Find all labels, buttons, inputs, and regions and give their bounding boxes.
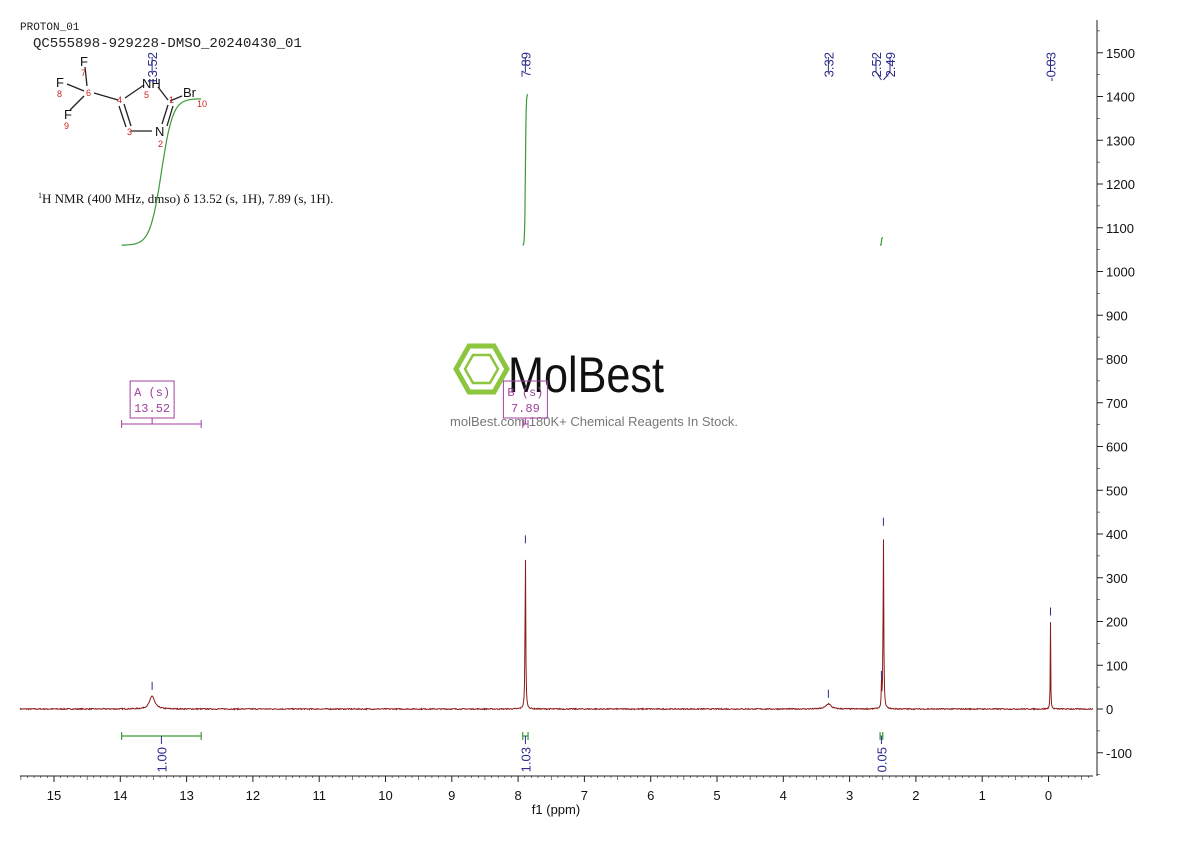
spectrum-trace [19,539,1094,711]
benzene-logo-icon [453,343,510,395]
y-tick-label: 100 [1106,658,1128,673]
atom-nh-number: 5 [144,90,149,100]
peak-label-connector [875,71,882,81]
integral-value: 0.05 [874,747,889,772]
x-tick-label: 15 [47,788,61,803]
y-tick-label: 1400 [1106,90,1135,105]
x-tick-label: 2 [912,788,919,803]
atom-f8: F [56,75,64,90]
x-tick-label: 1 [979,788,986,803]
atom-f7-number: 7 [81,68,86,78]
integral-value: 1.03 [518,747,533,772]
x-tick-label: 8 [514,788,521,803]
atom-c4-number: 4 [117,95,122,105]
atom-c3-number: 3 [127,127,132,137]
y-tick-label: -100 [1106,746,1132,761]
peak-label: 13.52 [145,52,160,85]
multiplet-label: B (s) [507,386,543,400]
atom-f9: F [64,107,72,122]
y-tick-label: 600 [1106,440,1128,455]
atom-c1-number: 1 [169,95,174,105]
peak-label: -0.03 [1043,52,1058,82]
multiplet-shift: 7.89 [511,402,540,416]
atom-br-number: 10 [197,99,207,109]
peak-label: 7.89 [518,52,533,77]
x-tick-label: 13 [179,788,193,803]
y-tick-label: 1100 [1106,221,1134,236]
watermark-brand: MolBest [508,347,664,403]
y-tick-label: 300 [1106,571,1128,586]
y-tick-label: 400 [1106,527,1128,542]
y-tick-label: 0 [1106,702,1113,717]
atom-f7: F [80,54,88,69]
integral-value: 1.00 [154,747,169,772]
peak-label: 3.32 [821,52,836,77]
chemical-structure: F 7 F 8 F 9 6 4 NH 5 1 Br 10 N 2 3 [56,54,207,149]
atom-f9-number: 9 [64,121,69,131]
x-tick-label: 12 [246,788,260,803]
y-tick-label: 900 [1106,308,1128,323]
integral-curve [522,93,529,246]
multiplet-shift: 13.52 [134,402,170,416]
x-tick-label: 11 [312,788,326,803]
y-tick-label: 1200 [1106,177,1135,192]
molbest-watermark: MolBest molBest.com 180K+ Chemical Reage… [450,343,738,429]
integral-curve [121,98,202,246]
x-tick-label: 3 [846,788,853,803]
atom-n2-number: 2 [158,139,163,149]
peak-label: 2.52 [869,52,884,77]
watermark-tagline: molBest.com 180K+ Chemical Reagents In S… [450,414,738,429]
experiment-label: PROTON_01 [20,22,80,34]
peak-label: 2.49 [883,52,898,77]
atom-br: Br [183,85,197,100]
y-tick-label: 1300 [1106,133,1135,148]
x-tick-label: 6 [647,788,654,803]
sample-id: QC555898-929228-DMSO_20240430_01 [33,36,302,52]
x-tick-label: 10 [378,788,392,803]
y-tick-label: 700 [1106,396,1128,411]
x-tick-label: 4 [780,788,787,803]
x-axis-label: f1 (ppm) [532,802,580,817]
integral-curve [880,237,883,246]
x-tick-label: 7 [581,788,588,803]
y-tick-label: 1000 [1106,265,1135,280]
atom-nh: NH [142,76,161,91]
y-tick-label: 500 [1106,483,1128,498]
y-tick-label: 1500 [1106,46,1135,61]
peak-label-connector [883,71,891,81]
nmr-summary-superscript: 1 [38,191,42,200]
y-tick-label: 800 [1106,352,1128,367]
atom-f8-number: 8 [57,89,62,99]
x-tick-label: 9 [448,788,455,803]
nmr-summary: 1H NMR (400 MHz, dmso) δ 13.52 (s, 1H), … [38,191,333,206]
atom-n2: N [155,124,164,139]
y-tick-label: 200 [1106,615,1128,630]
nmr-summary-text: H NMR (400 MHz, dmso) δ 13.52 (s, 1H), 7… [42,191,333,206]
x-tick-label: 5 [713,788,720,803]
atom-c6-number: 6 [86,88,91,98]
x-tick-label: 0 [1045,788,1052,803]
multiplet-label: A (s) [134,386,170,400]
x-tick-label: 14 [113,788,127,803]
